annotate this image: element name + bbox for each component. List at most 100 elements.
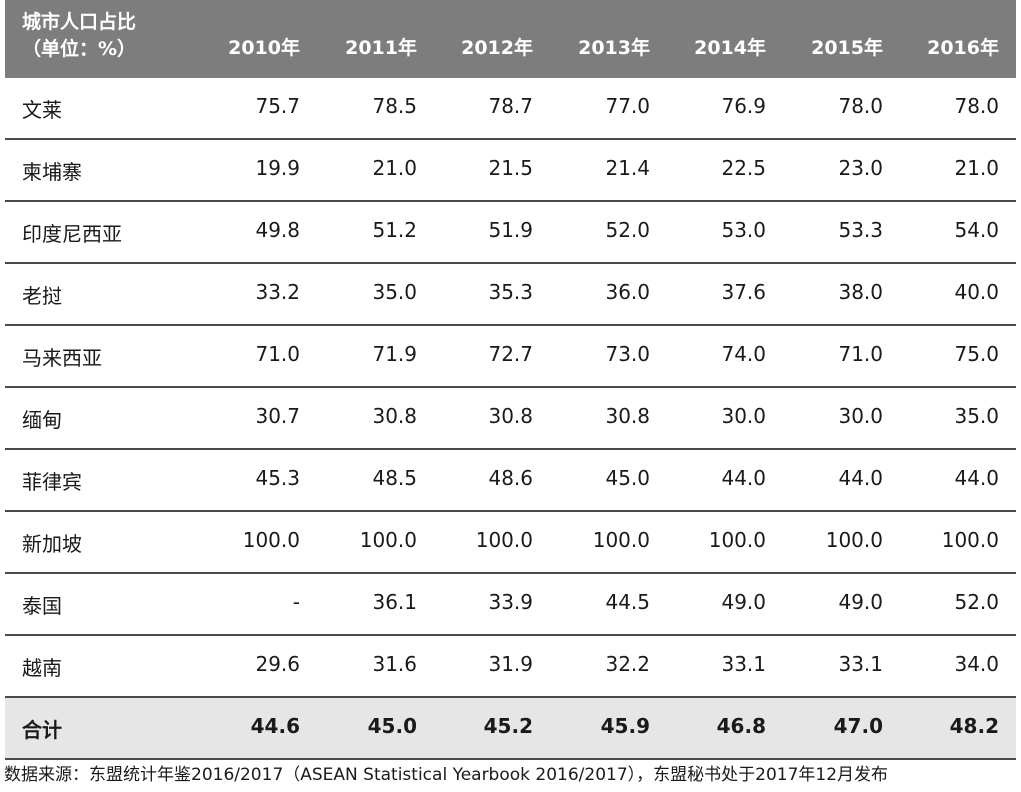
table-cell: 21.4 (605, 156, 650, 180)
header-unit: （单位：%） (22, 38, 137, 60)
table-cell: 33.9 (488, 590, 533, 614)
table-cell: 45.0 (605, 466, 650, 490)
table-row: 老挝 33.2 35.0 35.3 36.0 37.6 38.0 40.0 (5, 264, 1016, 326)
year-header: 2014年 (694, 37, 766, 59)
table-cell: 44.0 (838, 466, 883, 490)
table-cell: 53.3 (838, 218, 883, 242)
table-cell: 100.0 (825, 528, 883, 552)
table-cell: 38.0 (838, 280, 883, 304)
table-cell: 100.0 (242, 528, 300, 552)
table-cell: 35.3 (488, 280, 533, 304)
table-cell: 33.1 (721, 652, 766, 676)
table-row: 缅甸 30.7 30.8 30.8 30.8 30.0 30.0 35.0 (5, 388, 1016, 450)
table-cell: 21.0 (954, 156, 999, 180)
table-cell: 100.0 (475, 528, 533, 552)
table-cell: 47.0 (833, 714, 883, 738)
row-label: 泰国 (22, 594, 62, 618)
table-row: 马来西亚 71.0 71.9 72.7 73.0 74.0 71.0 75.0 (5, 326, 1016, 388)
row-label: 越南 (22, 656, 62, 680)
row-label: 合计 (22, 718, 62, 742)
table-cell: 54.0 (954, 218, 999, 242)
table-row: 菲律宾 45.3 48.5 48.6 45.0 44.0 44.0 44.0 (5, 450, 1016, 512)
table-cell: 35.0 (954, 404, 999, 428)
table-row: 新加坡 100.0 100.0 100.0 100.0 100.0 100.0 100.0 (5, 512, 1016, 574)
source-note: 数据来源：东盟统计年鉴2016/2017（ASEAN Statistical Y… (4, 765, 889, 785)
table-cell: 100.0 (941, 528, 999, 552)
table-cell: 30.0 (721, 404, 766, 428)
table-cell: 46.8 (716, 714, 766, 738)
table-cell: 100.0 (359, 528, 417, 552)
table-cell: 35.0 (372, 280, 417, 304)
table-cell: 45.3 (255, 466, 300, 490)
table-cell: 21.0 (372, 156, 417, 180)
table-cell: 75.0 (954, 342, 999, 366)
header-corner: 城市人口占比 （单位：%） (22, 9, 136, 63)
table-header: 城市人口占比 （单位：%） 2010年 2011年 2012年 2013年 20… (5, 0, 1016, 78)
table-cell: 33.1 (838, 652, 883, 676)
table-cell: 44.0 (954, 466, 999, 490)
year-header: 2011年 (345, 37, 417, 59)
table-cell: 30.8 (372, 404, 417, 428)
table-cell: 33.2 (255, 280, 300, 304)
table-row: 文莱 75.7 78.5 78.7 77.0 76.9 78.0 78.0 (5, 78, 1016, 140)
table-cell: 29.6 (255, 652, 300, 676)
table-cell: 71.9 (372, 342, 417, 366)
table-cell: 48.6 (488, 466, 533, 490)
table-cell: 51.9 (488, 218, 533, 242)
table-cell: 44.0 (721, 466, 766, 490)
year-header: 2015年 (811, 37, 883, 59)
table-cell: 34.0 (954, 652, 999, 676)
table-cell: 36.0 (605, 280, 650, 304)
table-cell: - (292, 590, 300, 614)
row-label: 文莱 (22, 98, 62, 122)
year-header: 2012年 (461, 37, 533, 59)
row-label: 老挝 (22, 284, 62, 308)
table-cell: 76.9 (721, 94, 766, 118)
total-row: 合计 44.6 45.0 45.2 45.9 46.8 47.0 48.2 (5, 698, 1016, 760)
table-cell: 77.0 (605, 94, 650, 118)
table-cell: 78.5 (372, 94, 417, 118)
table-cell: 51.2 (372, 218, 417, 242)
table-cell: 52.0 (954, 590, 999, 614)
table-body: 文莱 75.7 78.5 78.7 77.0 76.9 78.0 78.0 柬埔寨 19.9 21.… (5, 78, 1016, 698)
table-cell: 73.0 (605, 342, 650, 366)
table-cell: 31.6 (372, 652, 417, 676)
table-row: 越南 29.6 31.6 31.9 32.2 33.1 33.1 34.0 (5, 636, 1016, 698)
table-cell: 100.0 (708, 528, 766, 552)
table-cell: 31.9 (488, 652, 533, 676)
table-cell: 52.0 (605, 218, 650, 242)
table-cell: 30.7 (255, 404, 300, 428)
row-label: 马来西亚 (22, 346, 102, 370)
table-cell: 22.5 (721, 156, 766, 180)
table-cell: 45.9 (600, 714, 650, 738)
year-header: 2016年 (927, 37, 999, 59)
table-cell: 37.6 (721, 280, 766, 304)
table-cell: 49.0 (721, 590, 766, 614)
row-label: 缅甸 (22, 408, 62, 432)
table-cell: 32.2 (605, 652, 650, 676)
table-cell: 21.5 (488, 156, 533, 180)
table-cell: 49.0 (838, 590, 883, 614)
table-cell: 44.5 (605, 590, 650, 614)
table-cell: 23.0 (838, 156, 883, 180)
table-cell: 74.0 (721, 342, 766, 366)
table-cell: 45.2 (483, 714, 533, 738)
table-cell: 48.5 (372, 466, 417, 490)
row-label: 新加坡 (22, 532, 82, 556)
year-header: 2013年 (578, 37, 650, 59)
table-cell: 75.7 (255, 94, 300, 118)
urban-population-table: 城市人口占比 （单位：%） 2010年 2011年 2012年 2013年 20… (5, 0, 1016, 760)
table-cell: 71.0 (255, 342, 300, 366)
table-cell: 48.2 (949, 714, 999, 738)
table-cell: 72.7 (488, 342, 533, 366)
row-label: 柬埔寨 (22, 160, 82, 184)
table-cell: 71.0 (838, 342, 883, 366)
table-cell: 49.8 (255, 218, 300, 242)
table-cell: 44.6 (250, 714, 300, 738)
table-cell: 19.9 (255, 156, 300, 180)
table-cell: 30.0 (838, 404, 883, 428)
table-cell: 45.0 (367, 714, 417, 738)
table-cell: 30.8 (605, 404, 650, 428)
table-cell: 30.8 (488, 404, 533, 428)
table-cell: 100.0 (592, 528, 650, 552)
